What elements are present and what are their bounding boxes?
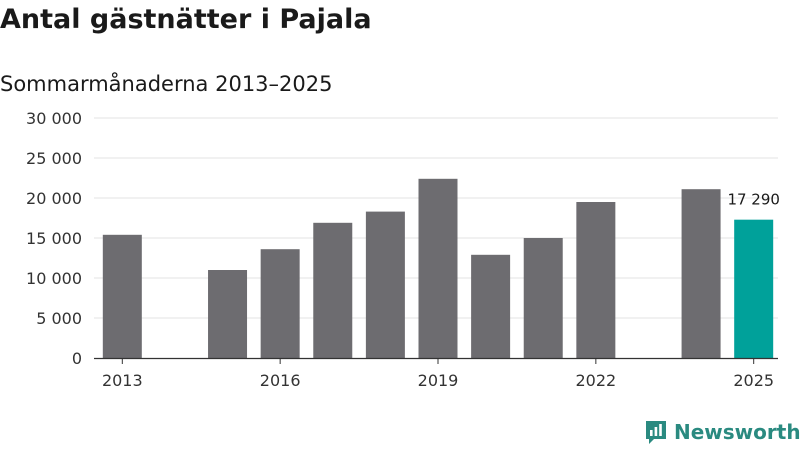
- y-tick-label: 30 000: [26, 109, 82, 128]
- x-tick-label: 2022: [575, 371, 616, 390]
- bar-2015: [208, 270, 248, 358]
- y-tick-label: 0: [72, 349, 82, 368]
- bar-2024: [681, 189, 721, 358]
- brand-name: Newsworthy: [674, 420, 800, 444]
- chart-title: Antal gästnätter i Pajala: [0, 4, 372, 35]
- x-tick-label: 2013: [102, 371, 143, 390]
- newsworthy-logo-icon: [646, 421, 666, 444]
- x-tick-label: 2016: [260, 371, 301, 390]
- bar-2022: [576, 202, 616, 358]
- y-tick-label: 5 000: [36, 309, 82, 328]
- bar-2021: [523, 238, 563, 358]
- bar-2020: [471, 254, 511, 358]
- bar-2019: [418, 178, 458, 358]
- x-axis: 2013 2016 2019 2022 2025: [94, 357, 778, 390]
- y-tick-label: 15 000: [26, 229, 82, 248]
- y-tick-label: 25 000: [26, 149, 82, 168]
- x-tick-label: 2025: [733, 371, 774, 390]
- x-tick-label: 2019: [418, 371, 459, 390]
- y-tick-label: 20 000: [26, 189, 82, 208]
- bars: [102, 178, 774, 358]
- bar-2018: [365, 211, 405, 358]
- bar-2016: [260, 249, 300, 358]
- y-tick-label: 10 000: [26, 269, 82, 288]
- bar-2013: [102, 234, 142, 358]
- data-labels: 17 290: [727, 191, 780, 209]
- y-axis-ticks: 0 5 000 10 000 15 000 20 000 25 000 30 000: [26, 109, 82, 368]
- bar-chart: 0 5 000 10 000 15 000 20 000 25 000 30 000 201…: [26, 109, 780, 390]
- bar-2017: [313, 222, 353, 358]
- bar-2025: [734, 219, 774, 358]
- data-label-2025: 17 290: [727, 191, 780, 209]
- chart-subtitle: Sommarmånaderna 2013–2025: [0, 72, 333, 96]
- newsworthy-brand: Newsworthy: [644, 419, 800, 445]
